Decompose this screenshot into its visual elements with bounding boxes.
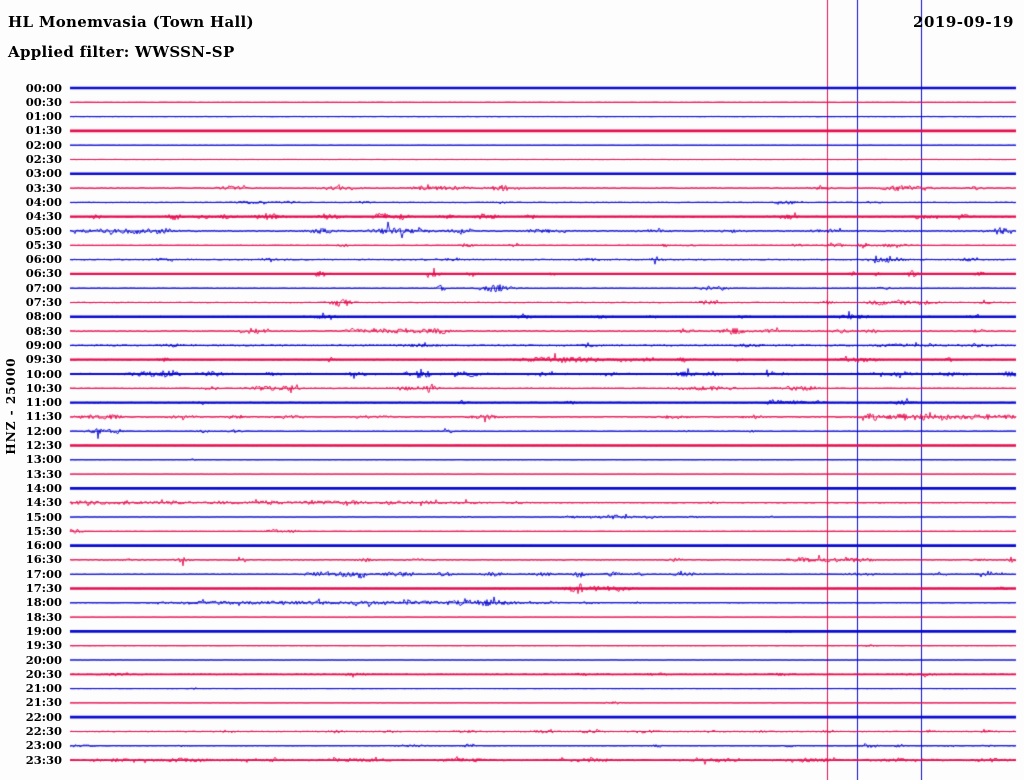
time-label: 05:00 [25,223,62,238]
time-label: 13:00 [25,452,62,467]
time-label: 15:30 [25,523,62,538]
time-label: 11:30 [25,409,62,424]
time-label: 07:30 [25,295,62,309]
time-label: 21:30 [25,695,62,710]
station-title: HL Monemvasia (Town Hall) [8,13,254,31]
time-label: 04:30 [25,209,62,224]
time-label: 07:00 [25,280,62,295]
time-label: 12:30 [25,438,62,452]
time-label: 17:30 [25,581,62,595]
time-label: 09:00 [25,337,62,352]
time-label: 14:30 [25,495,62,510]
channel-scale-label: HNZ - 25000 [4,357,18,455]
time-label: 00:00 [25,80,62,95]
time-label: 22:30 [25,724,62,738]
time-label: 19:00 [25,623,62,638]
time-label: 01:30 [25,123,62,138]
time-label: 20:00 [25,652,62,667]
time-label: 13:30 [25,466,62,481]
time-label: 14:00 [25,480,62,495]
time-label: 10:30 [25,380,62,395]
time-label: 18:30 [25,609,62,624]
time-label: 02:30 [25,152,62,166]
time-label: 18:00 [25,595,62,610]
time-label: 08:00 [25,309,62,324]
time-label: 06:00 [25,252,62,267]
date-label: 2019-09-19 [913,13,1014,31]
time-label: 01:00 [25,109,62,124]
time-label: 21:00 [25,681,62,696]
time-label: 00:30 [25,94,62,109]
time-label: 17:00 [25,566,62,581]
time-label: 03:00 [25,166,62,181]
time-label: 05:30 [25,237,62,252]
time-label: 20:30 [25,666,62,681]
time-label: 19:30 [25,638,62,653]
applied-filter-label: Applied filter: WWSSN-SP [8,43,235,61]
time-label: 04:00 [25,194,62,209]
time-label: 16:30 [25,552,62,567]
time-label: 03:30 [25,180,62,195]
time-label: 22:00 [25,709,62,724]
time-label: 12:00 [25,423,62,438]
time-label: 02:00 [25,137,62,152]
time-label: 23:30 [25,752,62,767]
time-label: 08:30 [25,323,62,338]
time-label: 16:00 [25,538,62,553]
time-label: 10:00 [25,366,62,381]
time-label: 09:30 [25,352,62,367]
time-label: 15:00 [25,509,62,524]
time-label: 23:00 [25,738,62,753]
time-label: 11:00 [25,395,62,410]
time-label: 06:30 [25,266,62,281]
